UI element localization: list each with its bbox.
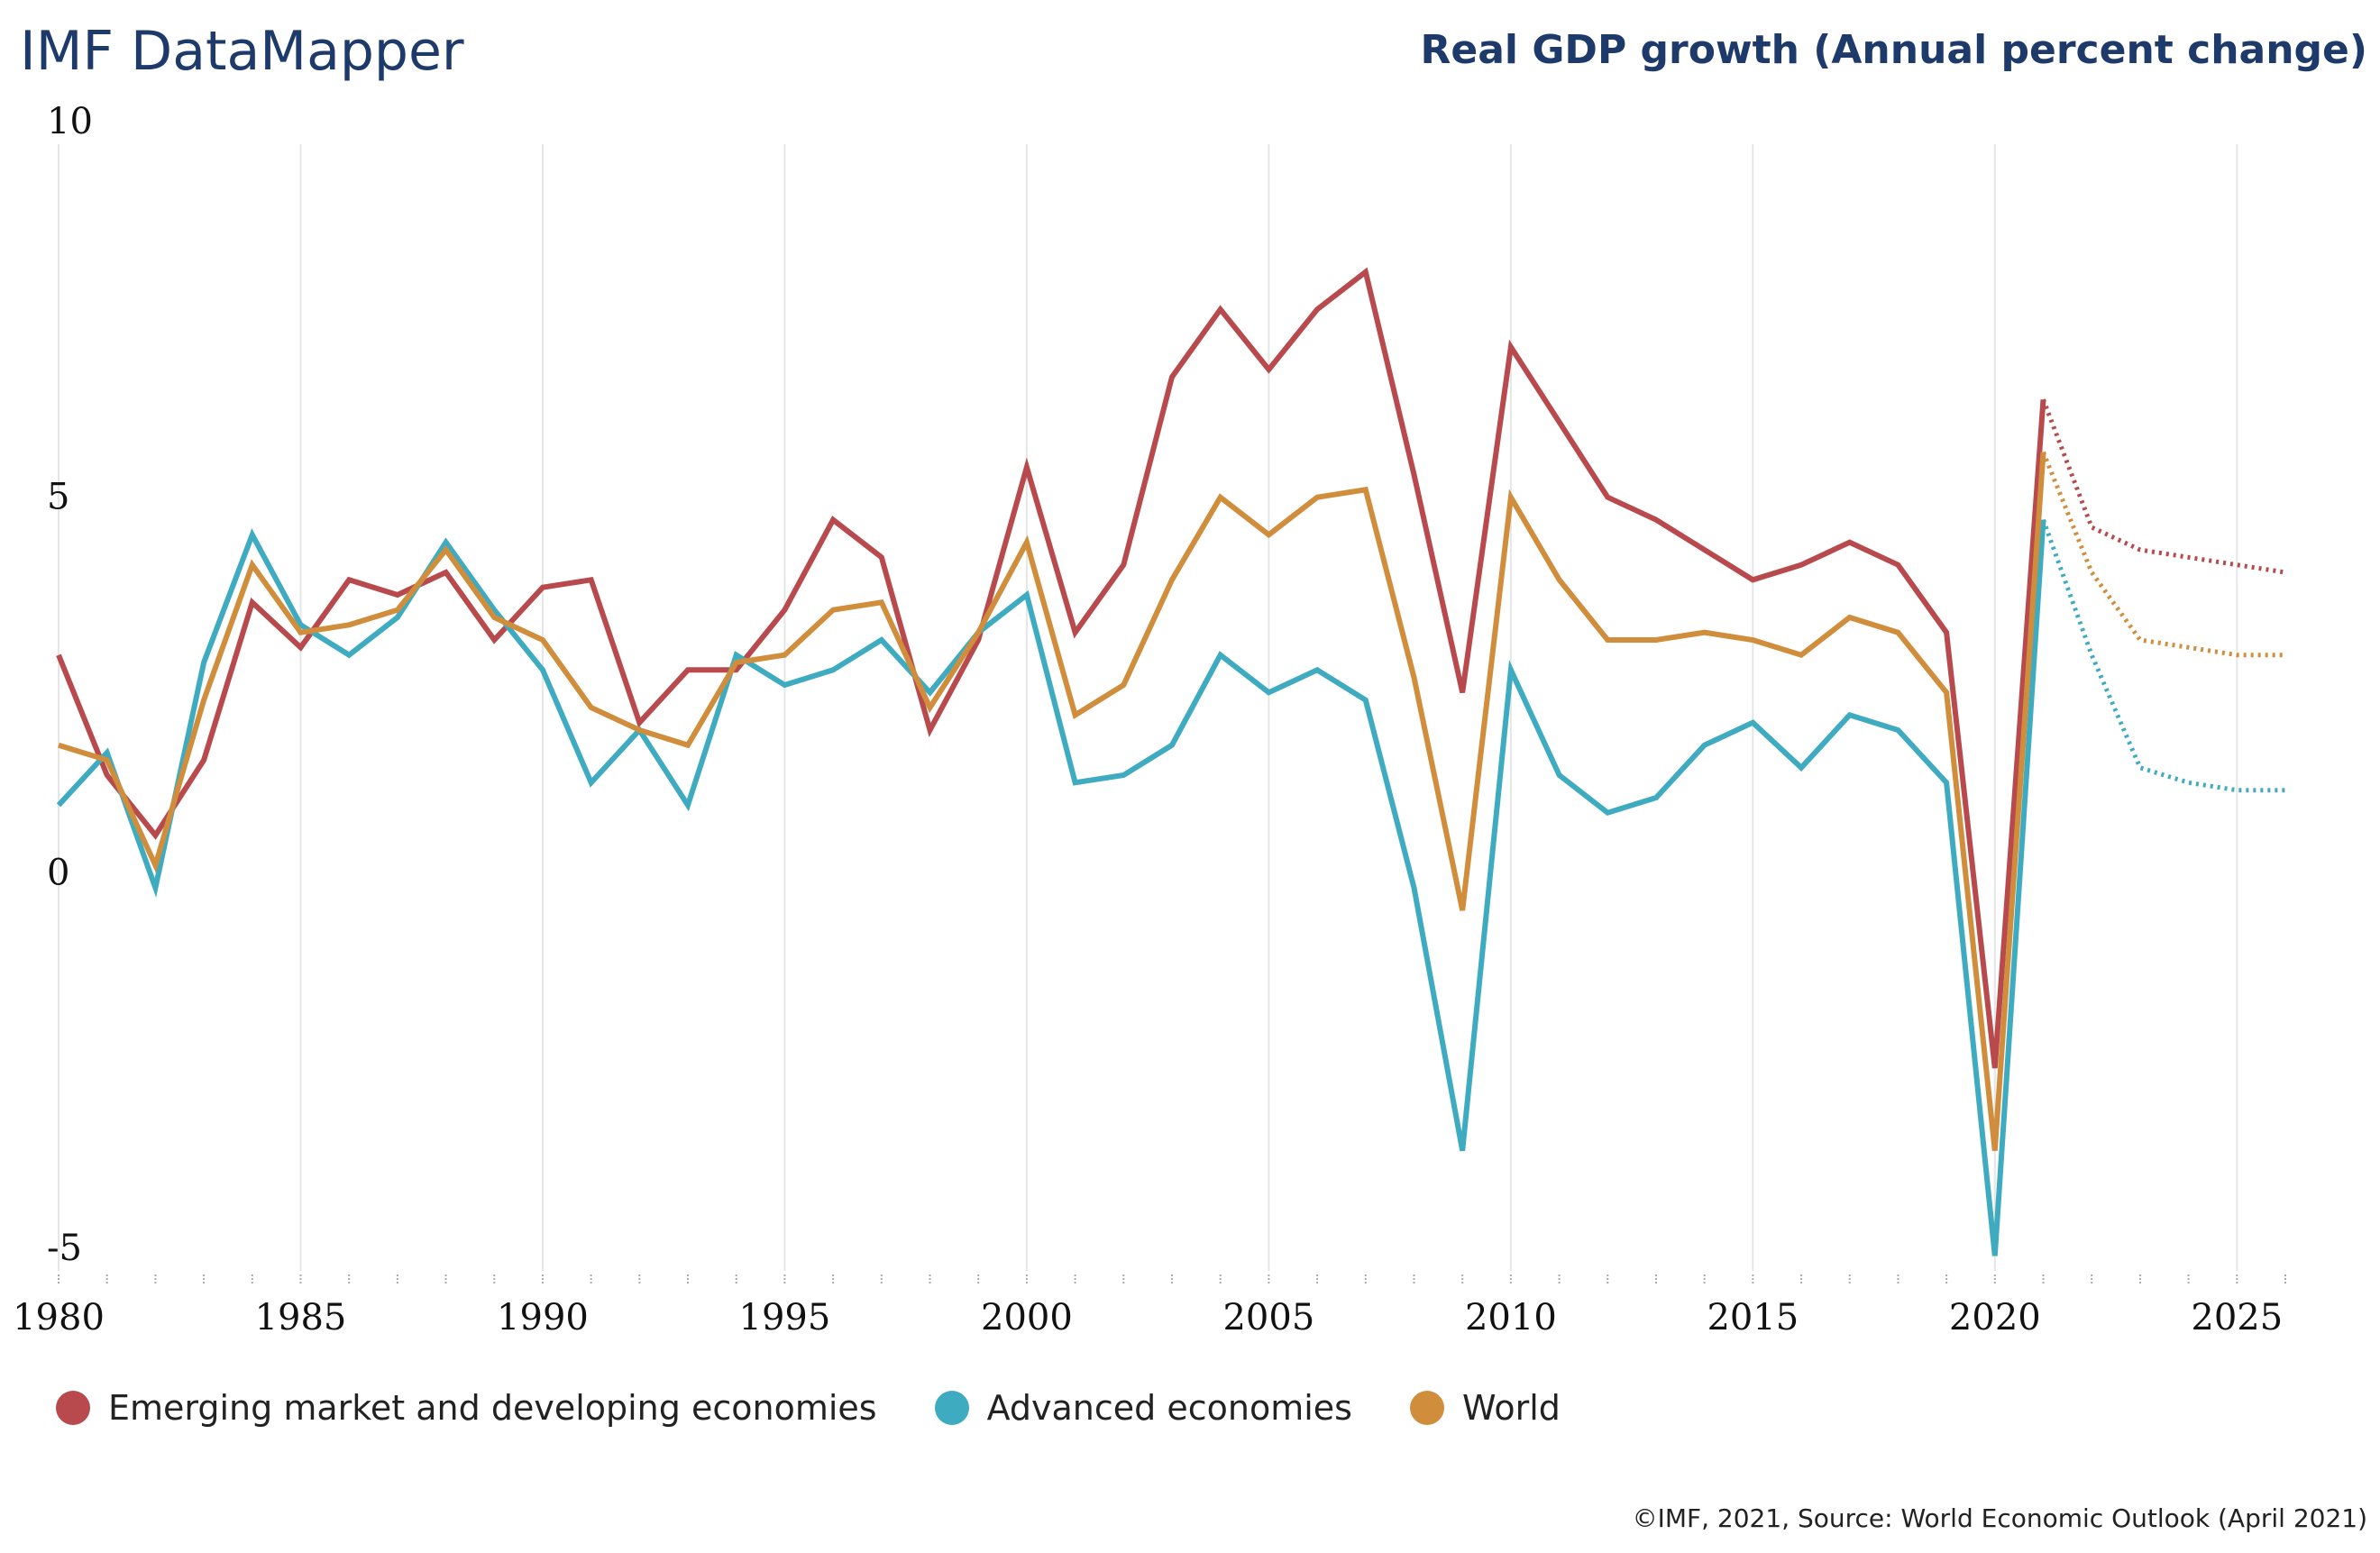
series-forecast-emerging <box>2041 398 2286 575</box>
series-line-world <box>58 452 2046 1152</box>
x-axis-ticks: 1980 1985 1990 1995 2000 2005 2010 2015 2020 2025 <box>13 1274 2286 1334</box>
series-lines <box>56 267 2286 1256</box>
x-tick-label-2025: 2025 <box>2191 1297 2283 1334</box>
legend-item-advanced[interactable]: Advanced economies <box>934 1388 1352 1428</box>
legend-label-advanced: Advanced economies <box>986 1388 1352 1428</box>
y-tick-label-10: 10 <box>47 101 93 142</box>
series-forecast-advanced <box>2041 518 2285 793</box>
x-tick-label-2010: 2010 <box>1465 1297 1557 1334</box>
legend-swatch-emerging <box>56 1391 90 1425</box>
legend-label-world: World <box>1461 1388 1561 1428</box>
legend-item-world[interactable]: World <box>1409 1388 1561 1428</box>
x-tick-label-1995: 1995 <box>739 1297 831 1334</box>
y-tick-label-5: 5 <box>47 477 69 518</box>
y-tick-label--5: -5 <box>47 1228 82 1269</box>
x-tick-label-1980: 1980 <box>13 1297 105 1334</box>
source-credit: ©IMF, 2021, Source: World Economic Outlo… <box>1632 1503 2367 1533</box>
legend-swatch-advanced <box>934 1391 969 1425</box>
x-tick-label-2005: 2005 <box>1222 1297 1314 1334</box>
legend-label-emerging: Emerging market and developing economies <box>108 1388 877 1428</box>
y-axis-ticks: 10 5 0 -5 <box>47 101 93 1269</box>
brand-title: IMF DataMapper <box>20 20 464 83</box>
series-line-advanced <box>56 519 2046 1256</box>
line-chart: 10 5 0 -5 1980 1985 1990 1995 2000 2005 2010 2015 2… <box>13 101 2286 1334</box>
x-tick-label-2020: 2020 <box>1949 1297 2041 1334</box>
legend-item-emerging[interactable]: Emerging market and developing economies <box>56 1388 877 1428</box>
x-tick-label-2000: 2000 <box>981 1297 1073 1334</box>
chart-title: Real GDP growth (Annual percent change) <box>1420 27 2368 73</box>
legend: Emerging market and developing economies… <box>56 1388 1561 1428</box>
y-tick-label-0: 0 <box>47 852 69 893</box>
series-line-emerging <box>56 267 2046 1069</box>
series-forecast-world <box>2041 451 2285 658</box>
x-tick-label-2015: 2015 <box>1707 1297 1799 1334</box>
x-tick-label-1985: 1985 <box>255 1297 347 1334</box>
gridlines <box>58 144 2238 1271</box>
legend-swatch-world <box>1409 1391 1444 1425</box>
x-tick-label-1990: 1990 <box>497 1297 589 1334</box>
